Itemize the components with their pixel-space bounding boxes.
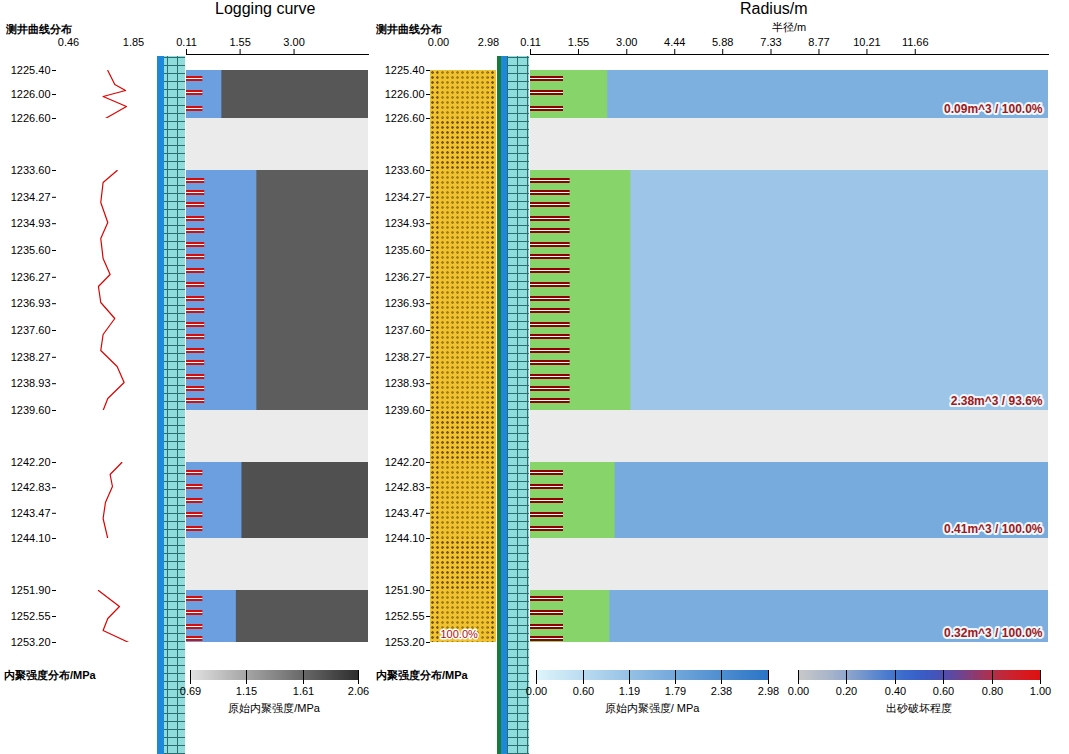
svg-text:0.60: 0.60 [573, 685, 594, 697]
svg-text:1234.27: 1234.27 [385, 191, 425, 203]
svg-text:1234.93: 1234.93 [385, 217, 425, 229]
svg-text:1239.60: 1239.60 [385, 404, 425, 416]
svg-text:0.11: 0.11 [520, 36, 541, 48]
svg-text:1252.55: 1252.55 [385, 610, 425, 622]
svg-text:0.09m^3 / 100.0%: 0.09m^3 / 100.0% [944, 102, 1043, 116]
svg-text:100.0%: 100.0% [441, 628, 479, 640]
html-text:测井曲线分布: 测井曲线分布 [6, 23, 72, 35]
svg-text:0.60: 0.60 [933, 685, 954, 697]
svg-text:1226.60: 1226.60 [11, 112, 51, 124]
svg-text:0.41m^3 / 100.0%: 0.41m^3 / 100.0% [944, 522, 1043, 536]
svg-text:1235.60: 1235.60 [385, 244, 425, 256]
svg-text:1236.27: 1236.27 [11, 271, 51, 283]
svg-text:7.33: 7.33 [760, 36, 781, 48]
svg-text:0.11: 0.11 [176, 36, 197, 48]
svg-text:1.61: 1.61 [293, 685, 314, 697]
svg-text:1.15: 1.15 [236, 685, 257, 697]
svg-text:1235.60: 1235.60 [11, 244, 51, 256]
svg-text:1239.60: 1239.60 [11, 404, 51, 416]
svg-text:1234.27: 1234.27 [11, 191, 51, 203]
svg-text:1238.93: 1238.93 [385, 377, 425, 389]
svg-text:1.79: 1.79 [665, 685, 686, 697]
html-text:内聚强度分布/MPa: 内聚强度分布/MPa [4, 669, 96, 681]
svg-text:3.00: 3.00 [616, 36, 637, 48]
html-text:Radius/m: Radius/m [740, 0, 808, 17]
svg-text:1236.27: 1236.27 [385, 271, 425, 283]
svg-text:1225.40: 1225.40 [385, 64, 425, 76]
svg-text:1238.93: 1238.93 [11, 377, 51, 389]
svg-text:1244.10: 1244.10 [385, 532, 425, 544]
svg-text:5.88: 5.88 [712, 36, 733, 48]
svg-text:1.85: 1.85 [123, 36, 144, 48]
svg-text:4.44: 4.44 [664, 36, 685, 48]
html-text:原始内聚强度/MPa: 原始内聚强度/MPa [228, 702, 320, 714]
svg-text:1244.10: 1244.10 [11, 532, 51, 544]
svg-text:1253.20: 1253.20 [385, 636, 425, 648]
svg-text:1225.40: 1225.40 [11, 64, 51, 76]
html-text:半径/m: 半径/m [771, 21, 807, 33]
svg-text:0.40: 0.40 [885, 685, 906, 697]
svg-text:0.32m^3 / 100.0%: 0.32m^3 / 100.0% [944, 626, 1043, 640]
svg-text:0.00: 0.00 [526, 685, 547, 697]
svg-text:8.77: 8.77 [808, 36, 829, 48]
svg-text:1233.60: 1233.60 [385, 164, 425, 176]
svg-text:1238.27: 1238.27 [11, 351, 51, 363]
svg-text:1251.90: 1251.90 [385, 584, 425, 596]
svg-text:1243.47: 1243.47 [11, 507, 51, 519]
svg-text:1226.00: 1226.00 [11, 88, 51, 100]
svg-text:1238.27: 1238.27 [385, 351, 425, 363]
svg-text:10.21: 10.21 [853, 36, 881, 48]
svg-text:1242.20: 1242.20 [11, 456, 51, 468]
svg-text:0.20: 0.20 [836, 685, 857, 697]
svg-text:1253.20: 1253.20 [11, 636, 51, 648]
svg-text:0.00: 0.00 [788, 685, 809, 697]
svg-text:2.38m^3 / 93.6%: 2.38m^3 / 93.6% [951, 394, 1043, 408]
svg-text:1226.00: 1226.00 [385, 88, 425, 100]
svg-text:1.00: 1.00 [1030, 685, 1051, 697]
svg-text:1242.83: 1242.83 [11, 481, 51, 493]
svg-text:1.55: 1.55 [229, 36, 250, 48]
svg-text:1.19: 1.19 [619, 685, 640, 697]
svg-text:1237.60: 1237.60 [385, 324, 425, 336]
svg-text:2.98: 2.98 [478, 36, 499, 48]
html-text:原始内聚强度/ MPa: 原始内聚强度/ MPa [604, 702, 700, 714]
svg-text:1226.60: 1226.60 [385, 112, 425, 124]
svg-text:1252.55: 1252.55 [11, 610, 51, 622]
svg-text:11.66: 11.66 [902, 36, 929, 48]
svg-text:1251.90: 1251.90 [11, 584, 51, 596]
svg-text:2.06: 2.06 [348, 685, 369, 697]
svg-text:2.98: 2.98 [758, 685, 779, 697]
svg-text:0.69: 0.69 [180, 685, 201, 697]
svg-text:1236.93: 1236.93 [385, 297, 425, 309]
svg-text:0.46: 0.46 [58, 36, 79, 48]
html-text:内聚强度分布/MPa: 内聚强度分布/MPa [376, 669, 468, 681]
svg-text:1.55: 1.55 [568, 36, 589, 48]
svg-text:0.80: 0.80 [982, 685, 1003, 697]
svg-text:1243.47: 1243.47 [385, 507, 425, 519]
html-text:Logging curve: Logging curve [215, 0, 316, 17]
svg-text:1234.93: 1234.93 [11, 217, 51, 229]
svg-text:1242.20: 1242.20 [385, 456, 425, 468]
html-text:出砂破坏程度: 出砂破坏程度 [886, 702, 952, 714]
svg-text:1242.83: 1242.83 [385, 481, 425, 493]
svg-text:0.00: 0.00 [428, 36, 449, 48]
svg-text:1237.60: 1237.60 [11, 324, 51, 336]
html-text:测井曲线分布: 测井曲线分布 [376, 23, 442, 35]
svg-text:2.38: 2.38 [711, 685, 732, 697]
svg-text:3.00: 3.00 [283, 36, 304, 48]
svg-text:1236.93: 1236.93 [11, 297, 51, 309]
svg-text:1233.60: 1233.60 [11, 164, 51, 176]
